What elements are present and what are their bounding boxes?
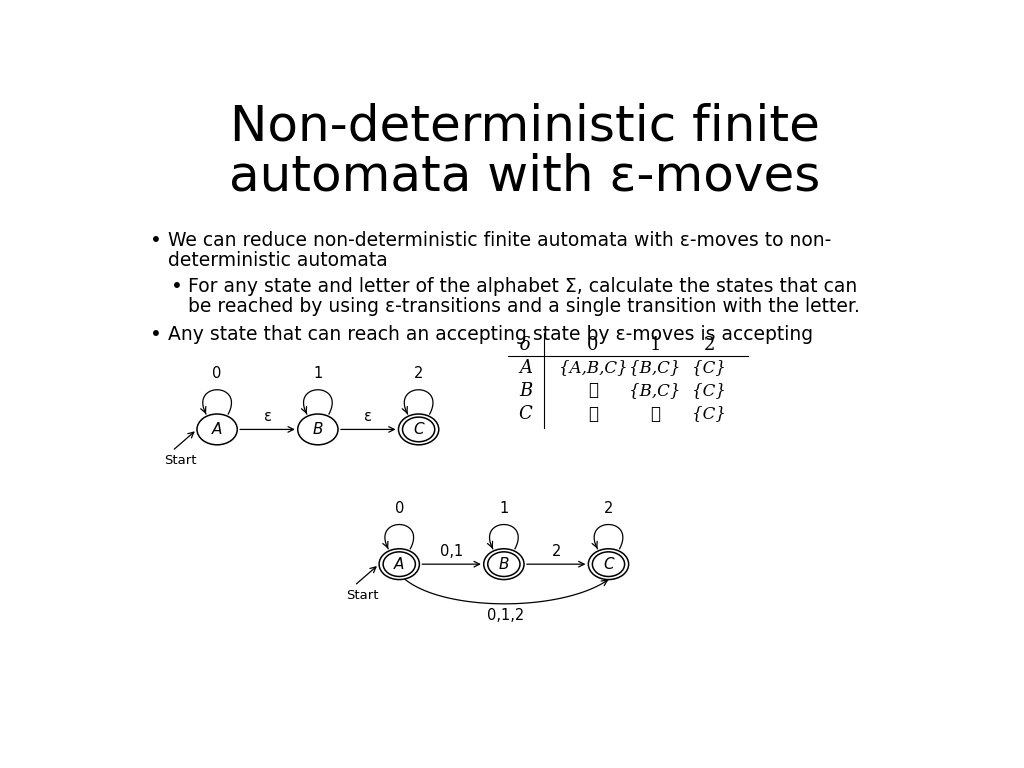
Text: B: B [499,557,509,571]
Text: For any state and letter of the alphabet Σ, calculate the states that can: For any state and letter of the alphabet… [188,277,858,296]
Text: 2: 2 [414,366,423,381]
Text: C: C [603,557,613,571]
Text: automata with ε-moves: automata with ε-moves [229,152,820,200]
Text: •: • [171,277,182,296]
Text: deterministic automata: deterministic automata [168,251,388,270]
Text: 2: 2 [604,501,613,515]
Text: 1: 1 [313,366,323,381]
Text: 0: 0 [212,366,222,381]
Text: 0,1: 0,1 [440,544,463,559]
Text: {B,C}: {B,C} [630,382,681,399]
Text: 2: 2 [552,544,561,559]
Text: Start: Start [165,454,197,467]
Text: ∅: ∅ [588,406,598,422]
Text: ∅: ∅ [588,382,598,399]
Text: δ: δ [520,336,531,354]
Text: Any state that can reach an accepting state by ε-moves is accepting: Any state that can reach an accepting st… [168,325,813,344]
Text: {C}: {C} [692,406,726,422]
Text: ε: ε [263,409,271,424]
Text: C: C [414,422,424,437]
Text: We can reduce non-deterministic finite automata with ε-moves to non-: We can reduce non-deterministic finite a… [168,230,831,250]
Text: {A,B,C}: {A,B,C} [559,359,628,376]
Text: 0,1,2: 0,1,2 [487,608,524,624]
Text: 1: 1 [500,501,509,515]
Text: Start: Start [346,589,379,602]
Text: {C}: {C} [692,359,726,376]
Text: ∅: ∅ [650,406,660,422]
Text: {B,C}: {B,C} [630,359,681,376]
Text: be reached by using ε-transitions and a single transition with the letter.: be reached by using ε-transitions and a … [188,297,860,316]
Text: Non-deterministic finite: Non-deterministic finite [229,102,820,151]
Text: B: B [312,422,324,437]
Text: A: A [212,422,222,437]
Text: B: B [519,382,532,400]
Text: 0: 0 [587,336,599,354]
Text: A: A [519,359,532,377]
Text: 2: 2 [703,336,715,354]
Text: 1: 1 [649,336,660,354]
Text: ε: ε [365,409,372,424]
Text: C: C [519,405,532,423]
Text: A: A [394,557,404,571]
Text: {C}: {C} [692,382,726,399]
Text: •: • [150,325,162,344]
Text: 0: 0 [394,501,403,515]
Text: •: • [150,230,162,250]
